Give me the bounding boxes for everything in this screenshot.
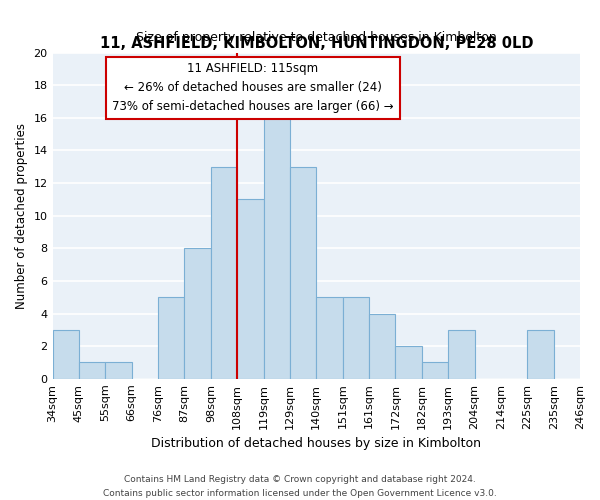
Bar [290, 167, 316, 379]
Title: 11, ASHFIELD, KIMBOLTON, HUNTINGDON, PE28 0LD: 11, ASHFIELD, KIMBOLTON, HUNTINGDON, PE2… [100, 36, 533, 52]
Bar [211, 167, 237, 379]
Text: 11 ASHFIELD: 115sqm
← 26% of detached houses are smaller (24)
73% of semi-detach: 11 ASHFIELD: 115sqm ← 26% of detached ho… [112, 62, 394, 114]
Y-axis label: Number of detached properties: Number of detached properties [15, 122, 28, 308]
Bar [527, 330, 554, 379]
Bar [316, 298, 343, 379]
Bar [369, 314, 395, 379]
Bar [53, 330, 79, 379]
Bar [79, 362, 105, 379]
Bar [184, 248, 211, 379]
Text: Size of property relative to detached houses in Kimbolton: Size of property relative to detached ho… [136, 32, 497, 44]
Bar [395, 346, 422, 379]
Bar [263, 118, 290, 379]
Bar [343, 298, 369, 379]
Bar [158, 298, 184, 379]
Bar [237, 200, 263, 379]
Bar [105, 362, 131, 379]
Text: Contains HM Land Registry data © Crown copyright and database right 2024.
Contai: Contains HM Land Registry data © Crown c… [103, 476, 497, 498]
X-axis label: Distribution of detached houses by size in Kimbolton: Distribution of detached houses by size … [151, 437, 481, 450]
Bar [448, 330, 475, 379]
Bar [422, 362, 448, 379]
